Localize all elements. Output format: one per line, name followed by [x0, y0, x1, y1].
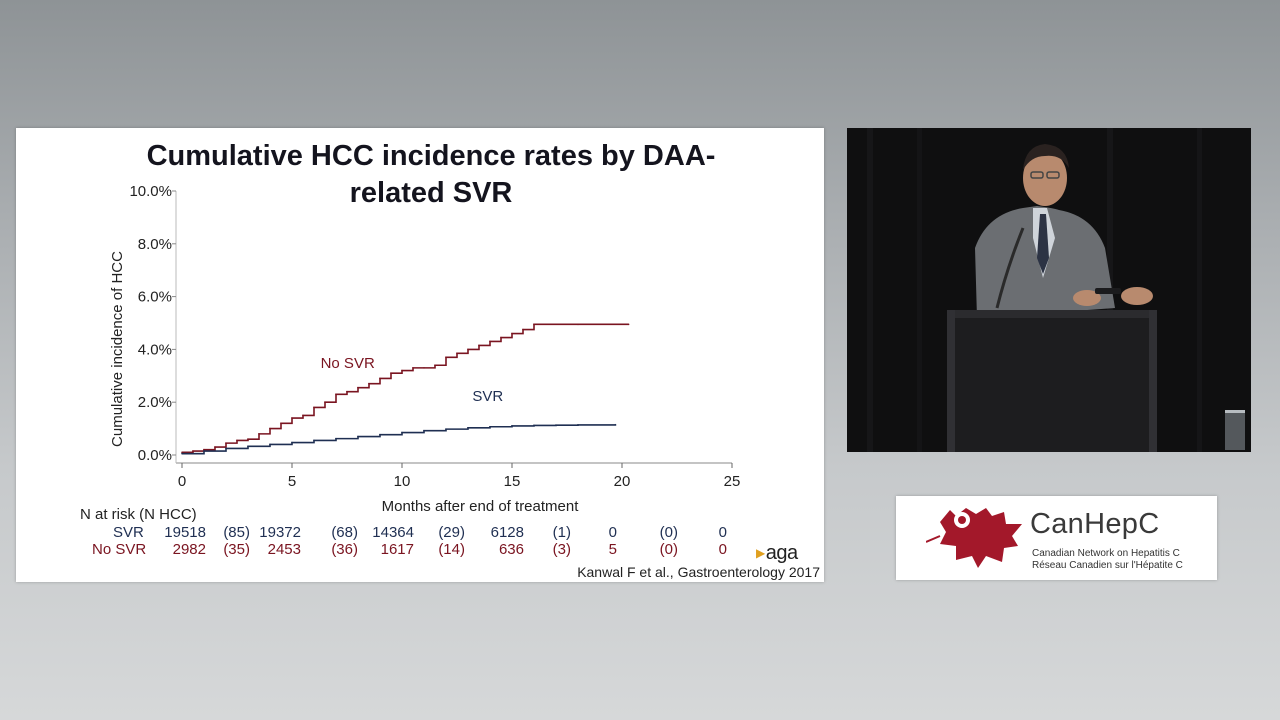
- slide-title-line-1: Cumulative HCC incidence rates by DAA-: [146, 140, 716, 172]
- y-tick-label: 6.0%: [138, 289, 172, 306]
- canhepc-tagline-en: Canadian Network on Hepatitis C: [1032, 548, 1180, 559]
- series-label-svr: SVR: [472, 388, 503, 405]
- x-tick-label: 0: [178, 473, 186, 490]
- data-point-svr: [423, 429, 425, 432]
- x-axis-label: Months after end of treatment: [382, 498, 580, 515]
- data-point-no-svr: [434, 364, 436, 367]
- data-point-no-svr: [302, 414, 304, 417]
- data-point-svr: [379, 433, 381, 436]
- data-point-no-svr: [467, 348, 469, 351]
- data-point-svr: [357, 435, 359, 438]
- data-point-svr: [181, 452, 183, 455]
- x-tick-label: 15: [504, 473, 521, 490]
- data-point-no-svr: [511, 332, 513, 335]
- data-point-svr: [467, 427, 469, 429]
- data-point-no-svr: [368, 382, 370, 385]
- y-tick-label: 0.0%: [138, 447, 172, 464]
- series-line-svr: [182, 424, 617, 455]
- aga-logo-text: aga: [765, 542, 798, 564]
- slide-title-line-2: related SVR: [349, 177, 513, 209]
- canhepc-name: CanHepC: [1030, 508, 1160, 540]
- data-point-no-svr: [577, 323, 579, 326]
- aga-triangle-icon: ▶: [756, 546, 765, 560]
- data-point-no-svr: [489, 340, 491, 343]
- series-label-no-svr: No SVR: [321, 355, 375, 372]
- citation: Kanwal F et al., Gastroenterology 2017: [577, 564, 820, 580]
- x-tick-label: 5: [288, 473, 296, 490]
- data-point-svr: [269, 443, 271, 446]
- data-point-svr: [291, 441, 293, 444]
- data-point-no-svr: [401, 369, 403, 372]
- data-point-svr: [203, 450, 205, 452]
- data-point-svr: [335, 437, 337, 440]
- data-point-no-svr: [533, 323, 535, 326]
- data-point-svr: [313, 439, 315, 442]
- speaker-video-feed: [847, 128, 1251, 452]
- data-point-no-svr: [291, 417, 293, 419]
- data-point-no-svr: [280, 422, 282, 425]
- data-point-no-svr: [269, 427, 271, 430]
- canhepc-tagline-fr: Réseau Canadien sur l'Hépatite C: [1032, 560, 1183, 571]
- data-point-svr: [577, 424, 579, 426]
- x-tick-label: 10: [394, 473, 411, 490]
- data-point-no-svr: [423, 367, 425, 369]
- data-point-svr: [533, 424, 535, 427]
- data-point-svr: [225, 447, 227, 450]
- x-tick-label: 25: [724, 473, 741, 490]
- data-point-no-svr: [522, 328, 524, 331]
- x-tick-label: 20: [614, 473, 631, 490]
- data-point-no-svr: [324, 401, 326, 404]
- y-tick-label: 8.0%: [138, 236, 172, 253]
- data-point-no-svr: [335, 393, 337, 396]
- data-point-no-svr: [203, 448, 205, 451]
- data-point-no-svr: [236, 439, 238, 442]
- data-point-no-svr: [225, 442, 227, 444]
- data-point-no-svr: [390, 372, 392, 374]
- data-point-no-svr: [313, 406, 315, 409]
- y-tick-label: 10.0%: [129, 183, 172, 200]
- speaker-at-podium-icon: [847, 128, 1251, 452]
- data-point-svr: [445, 428, 447, 430]
- data-point-no-svr: [445, 356, 447, 359]
- data-point-no-svr: [192, 450, 194, 452]
- data-point-no-svr: [258, 433, 260, 435]
- data-point-svr: [555, 424, 557, 426]
- series-line-no-svr: [182, 323, 629, 454]
- data-point-svr: [401, 431, 403, 434]
- data-point-no-svr: [412, 367, 414, 369]
- data-point-no-svr: [346, 390, 348, 393]
- slide-title: Cumulative HCC incidence rates by DAA- r…: [106, 138, 756, 212]
- data-point-no-svr: [181, 451, 183, 454]
- aga-logo: ▶aga: [756, 542, 798, 565]
- data-point-svr: [614, 423, 617, 426]
- data-point-svr: [511, 425, 513, 427]
- data-point-no-svr: [627, 323, 630, 326]
- data-point-svr: [247, 445, 249, 448]
- y-tick-label: 2.0%: [138, 394, 172, 411]
- data-point-no-svr: [357, 386, 359, 389]
- data-point-svr: [489, 425, 491, 428]
- data-point-no-svr: [456, 352, 458, 355]
- km-chart: 0 5 10 15 20 25 0.0% 2.0% 4.0% 6.0% 8.0% 10.0% Month…: [109, 183, 741, 515]
- y-tick-label: 4.0%: [138, 341, 172, 358]
- data-point-no-svr: [500, 336, 502, 339]
- presentation-slide: 0 5 10 15 20 25 0.0% 2.0% 4.0% 6.0% 8.0% 10.0% Month…: [16, 128, 824, 582]
- data-point-no-svr: [247, 438, 249, 440]
- maple-leaf-virus-icon: [926, 508, 1022, 568]
- data-point-no-svr: [379, 377, 381, 380]
- canhepc-logo-card: CanHepC Canadian Network on Hepatitis C …: [896, 496, 1217, 580]
- y-axis-label: Cumulative incidence of HCC: [109, 251, 126, 447]
- data-point-no-svr: [214, 446, 216, 448]
- data-point-no-svr: [478, 344, 480, 347]
